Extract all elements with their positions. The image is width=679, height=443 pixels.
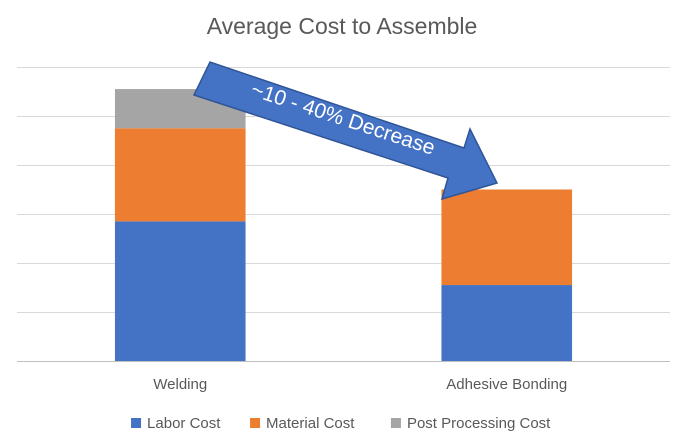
bars	[114, 89, 573, 361]
chart-title: Average Cost to Assemble	[207, 13, 478, 39]
legend: Labor Cost Material Cost Post Processing C…	[131, 415, 551, 432]
category-label: Adhesive Bonding	[446, 376, 567, 393]
legend-label: Post Processing Cost	[407, 415, 551, 432]
bar-adhesive-bonding-material-cost	[441, 189, 573, 286]
bar-welding-material-cost	[114, 128, 246, 222]
legend-label: Labor Cost	[147, 415, 221, 432]
category-labels: Welding Adhesive Bonding	[153, 376, 567, 393]
bar-welding-labor-cost	[114, 221, 246, 361]
legend-swatch	[131, 418, 142, 428]
legend-swatch	[390, 418, 401, 428]
decrease-arrow-shape	[192, 61, 499, 201]
legend-swatch	[250, 418, 261, 428]
category-label: Welding	[153, 376, 207, 393]
bar-adhesive-bonding-labor-cost	[441, 285, 573, 361]
legend-label: Material Cost	[266, 415, 355, 432]
